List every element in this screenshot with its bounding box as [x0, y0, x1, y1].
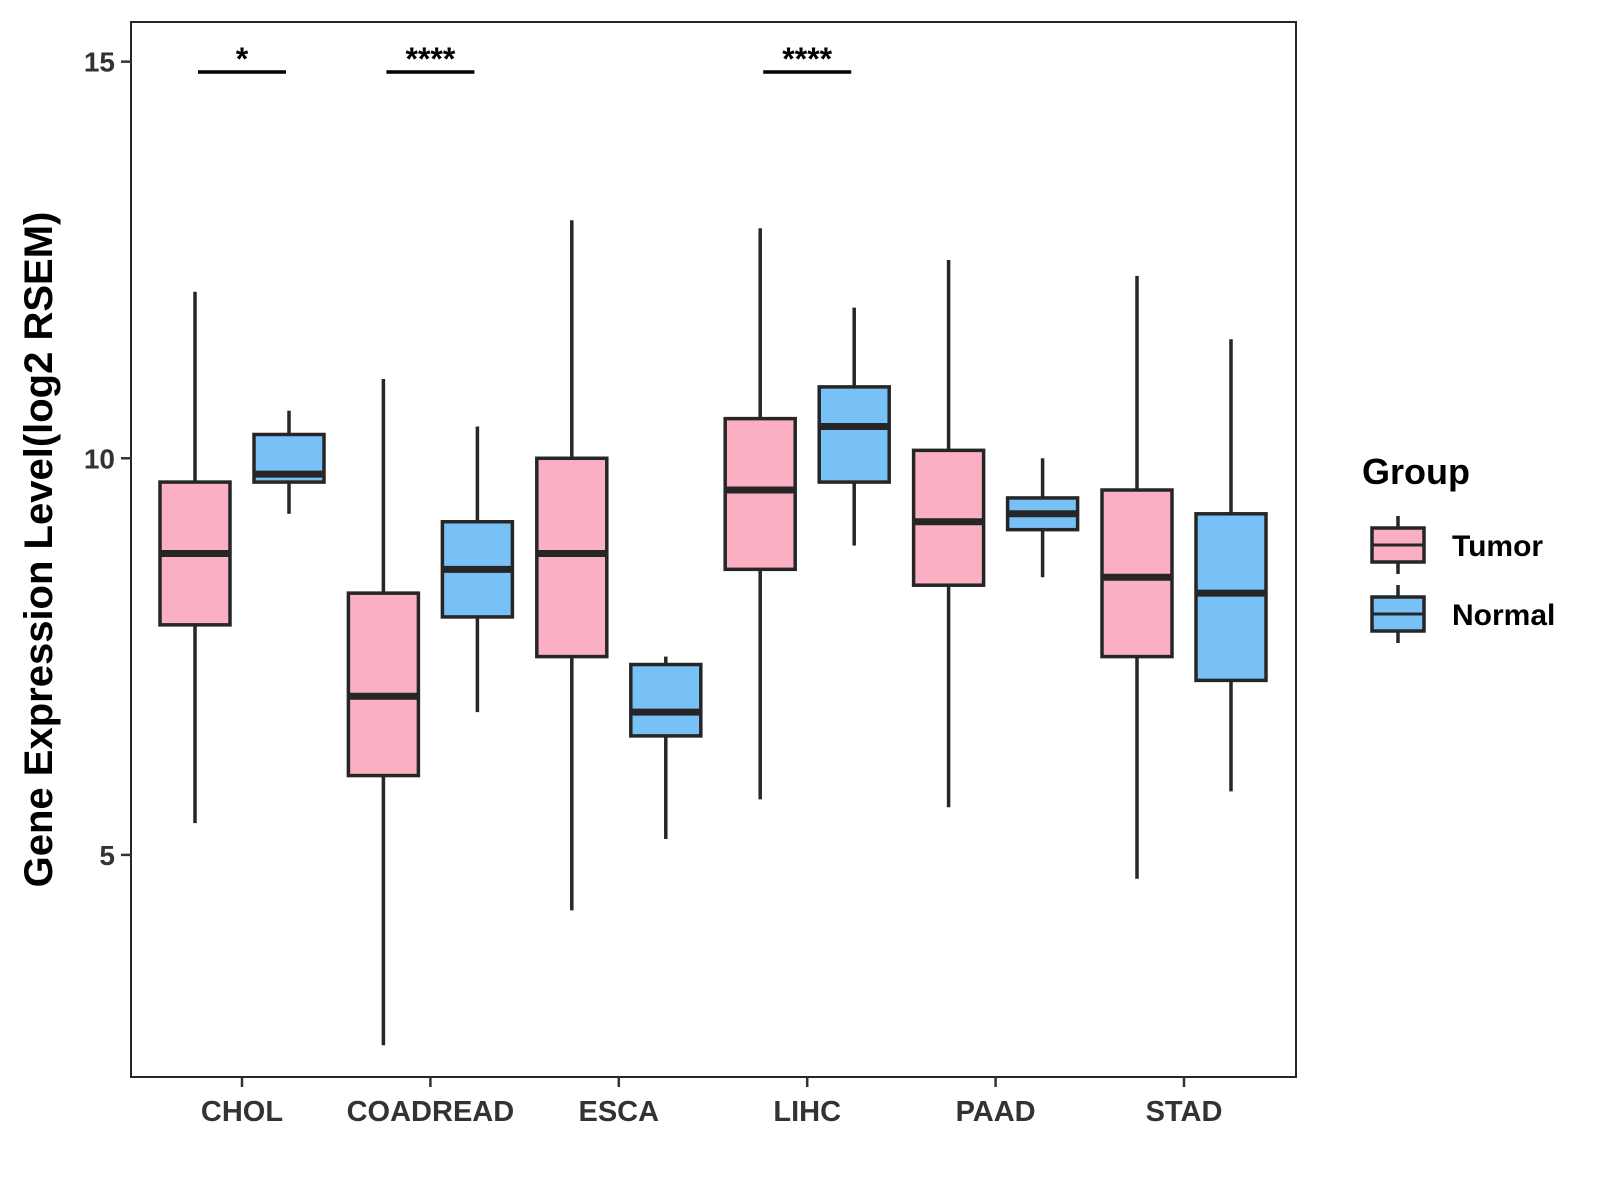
- legend-label: Tumor: [1452, 530, 1543, 563]
- iqr-box: [1194, 512, 1268, 683]
- significance-label: ****: [782, 41, 832, 77]
- y-axis-title: Gene Expression Level(log2 RSEM): [17, 212, 61, 888]
- legend: Group Tumor Normal: [1362, 451, 1555, 643]
- iqr-box: [1100, 488, 1174, 659]
- box-tumor-lihc: [723, 228, 797, 800]
- iqr-box: [629, 662, 703, 738]
- y-tick-label: 15: [84, 47, 115, 78]
- box-normal-coadread: [440, 426, 515, 713]
- y-tick-label: 5: [99, 840, 115, 871]
- significance-label: *: [236, 41, 249, 77]
- box-tumor-stad: [1100, 275, 1174, 879]
- iqr-box: [535, 456, 609, 659]
- significance-label: ****: [405, 41, 455, 77]
- x-tick-label-lihc: LIHC: [773, 1096, 841, 1128]
- y-tick-label: 10: [84, 443, 115, 474]
- box-tumor-chol: [158, 291, 232, 824]
- box-normal-lihc: [817, 307, 891, 546]
- legend-title: Group: [1362, 451, 1470, 492]
- significance-lihc: ****: [763, 41, 852, 77]
- box-tumor-paad: [911, 259, 986, 808]
- box-normal-esca: [629, 656, 703, 840]
- x-tick-label-coadread: COADREAD: [347, 1096, 515, 1128]
- x-tick-label-stad: STAD: [1146, 1096, 1223, 1128]
- x-tick-label-paad: PAAD: [956, 1096, 1036, 1128]
- iqr-box: [723, 416, 797, 572]
- significance-chol: *: [198, 41, 286, 77]
- axes-layer: 5 10 15 CHOL COADREAD ESCA LIHC PAAD STAD: [84, 47, 1223, 1128]
- legend-item-normal: Normal: [1370, 585, 1555, 643]
- legend-label: Normal: [1452, 599, 1555, 632]
- iqr-box: [911, 448, 986, 587]
- plot-panel-border: [130, 21, 1297, 1078]
- boxes-layer: [158, 220, 1268, 1046]
- significance-layer: * **** ****: [198, 41, 852, 77]
- box-tumor-coadread: [346, 378, 421, 1046]
- iqr-box: [817, 385, 891, 484]
- box-tumor-esca: [535, 220, 609, 911]
- significance-coadread: ****: [386, 41, 475, 77]
- box-normal-stad: [1194, 339, 1268, 792]
- iqr-box: [346, 591, 421, 778]
- legend-item-tumor: Tumor: [1370, 516, 1543, 574]
- x-tick-label-esca: ESCA: [579, 1096, 660, 1128]
- box-normal-paad: [1005, 458, 1080, 578]
- x-tick-label-chol: CHOL: [201, 1096, 283, 1128]
- box-normal-chol: [252, 410, 326, 514]
